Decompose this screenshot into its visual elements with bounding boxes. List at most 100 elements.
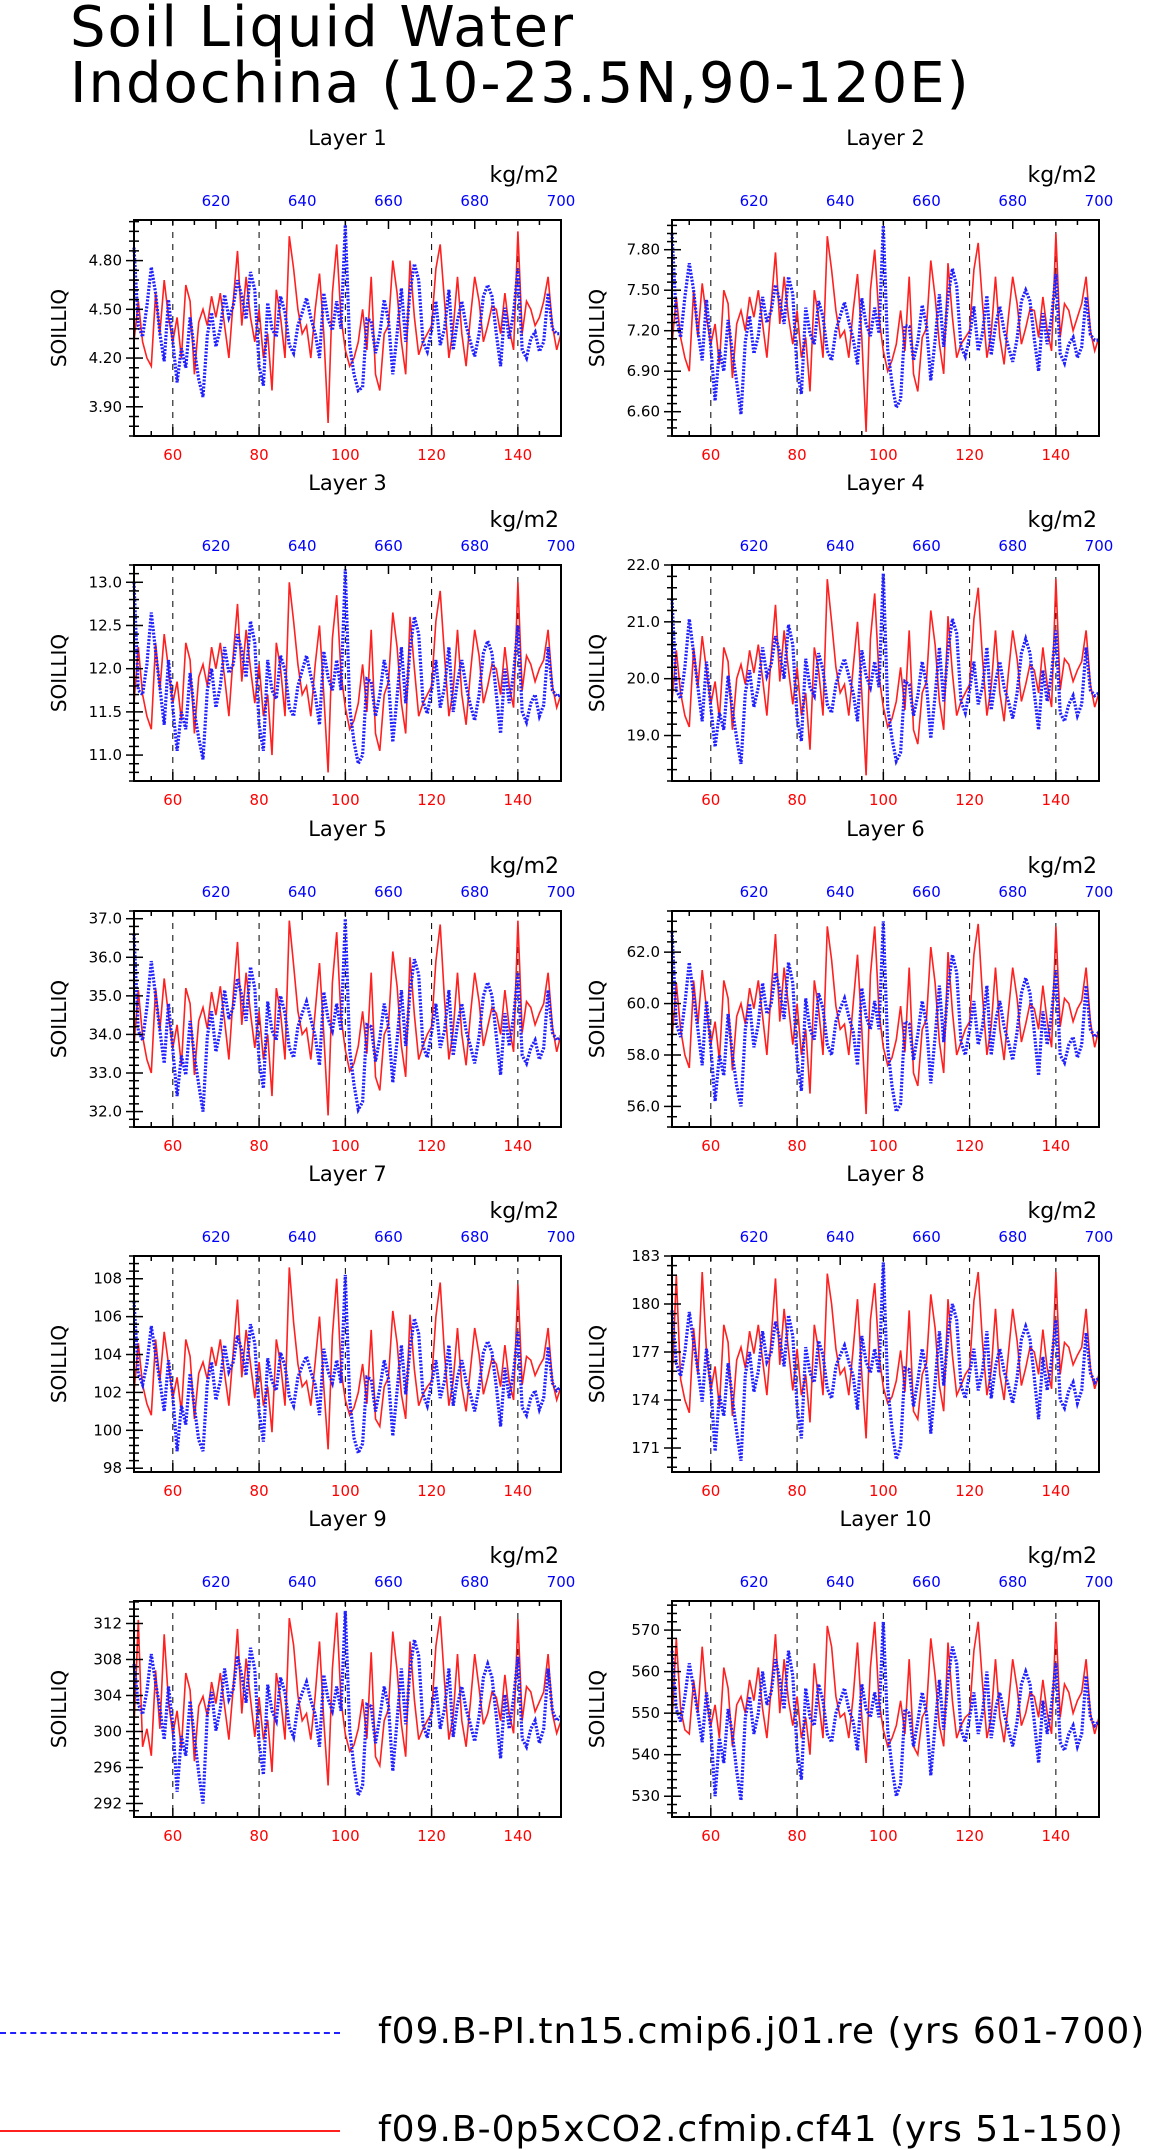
series-line-a [670, 573, 1100, 767]
x-tick-label: 140 [504, 446, 533, 464]
y-tick-label: 58.0 [627, 1046, 660, 1064]
x-tick-label: 120 [417, 1827, 446, 1845]
y-tick-label: 183 [631, 1247, 660, 1265]
top-axis-unit: kg/m2 [489, 508, 559, 533]
y-tick-label: 100 [93, 1421, 122, 1439]
series-line-b [133, 920, 562, 1116]
y-tick-label: 13.0 [89, 573, 122, 591]
panel-title: Layer 8 [846, 1162, 925, 1186]
y-tick-label: 550 [631, 1704, 660, 1722]
x-tick-label: 60 [701, 1482, 720, 1500]
y-tick-label: 4.20 [89, 349, 122, 367]
series-line-a [670, 1262, 1101, 1462]
top-axis-unit: kg/m2 [489, 854, 559, 879]
chart-panels: Layer 1 kg/m2 SOILLIQ 60 80 100 120 140 620 640 66… [47, 126, 1114, 1845]
y-tick-label: 102 [93, 1383, 122, 1401]
plot-frame [671, 1255, 1100, 1473]
y-tick-label: 56.0 [627, 1097, 660, 1115]
plot-frame [671, 219, 1100, 437]
top-x-tick-label: 620 [740, 1228, 769, 1246]
x-tick-label: 80 [788, 1137, 807, 1155]
y-tick-label: 174 [631, 1391, 660, 1409]
panel-title: Layer 1 [308, 126, 387, 150]
series-line-b [133, 1612, 562, 1786]
y-tick-label: 11.0 [89, 746, 122, 764]
top-x-tick-label: 620 [740, 192, 769, 210]
y-tick-label: 60.0 [627, 995, 660, 1013]
x-tick-label: 120 [417, 1137, 446, 1155]
top-x-tick-label: 660 [374, 1573, 403, 1591]
y-tick-label: 530 [631, 1787, 660, 1805]
y-tick-label: 3.90 [89, 398, 122, 416]
panel-title: Layer 6 [846, 817, 925, 841]
x-tick-label: 120 [955, 1137, 984, 1155]
legend: f09.B-PI.tn15.cmip6.j01.re (yrs 601-700)… [0, 1980, 1155, 2150]
figure-title: Soil Liquid Water Indochina (10-23.5N,90… [70, 0, 971, 112]
y-tick-label: 540 [631, 1746, 660, 1764]
y-tick-label: 32.0 [89, 1103, 122, 1121]
top-x-tick-label: 620 [740, 883, 769, 901]
top-x-tick-label: 680 [460, 192, 489, 210]
top-x-tick-label: 640 [288, 883, 317, 901]
top-x-tick-label: 620 [202, 883, 231, 901]
plot-frame [671, 564, 1100, 782]
plot-frame [133, 1600, 562, 1818]
top-x-tick-label: 640 [288, 192, 317, 210]
x-tick-label: 60 [163, 446, 182, 464]
y-tick-label: 36.0 [89, 948, 122, 966]
y-tick-label: 6.90 [627, 362, 660, 380]
x-tick-label: 60 [163, 1137, 182, 1155]
series-line-b [671, 923, 1100, 1115]
series-line-b [133, 231, 562, 424]
panel-6: Layer 6 kg/m2 SOILLIQ 60 80 100 120 140 620 640 66… [585, 817, 1113, 1155]
top-x-tick-label: 660 [374, 883, 403, 901]
x-tick-label: 140 [504, 1137, 533, 1155]
x-tick-label: 120 [417, 1482, 446, 1500]
y-tick-label: 171 [631, 1439, 660, 1457]
x-tick-label: 120 [417, 446, 446, 464]
top-x-tick-label: 620 [202, 537, 231, 555]
top-x-tick-label: 640 [826, 1573, 855, 1591]
top-x-tick-label: 700 [1085, 1573, 1114, 1591]
x-tick-label: 80 [250, 1482, 269, 1500]
x-tick-label: 100 [331, 1482, 360, 1500]
top-x-tick-label: 640 [288, 1228, 317, 1246]
y-tick-label: 7.20 [627, 322, 660, 340]
y-tick-label: 33.0 [89, 1064, 122, 1082]
series-line-a [670, 1621, 1101, 1801]
x-tick-label: 140 [1042, 446, 1071, 464]
y-axis-label: SOILLIQ [47, 1670, 71, 1748]
top-x-tick-label: 680 [998, 1573, 1027, 1591]
y-tick-label: 570 [631, 1621, 660, 1639]
x-tick-label: 60 [163, 1482, 182, 1500]
x-tick-label: 60 [701, 1827, 720, 1845]
top-x-tick-label: 700 [547, 192, 576, 210]
top-x-tick-label: 640 [826, 1228, 855, 1246]
legend-label-series-a: f09.B-PI.tn15.cmip6.j01.re (yrs 601-700) [378, 2011, 1146, 2052]
y-tick-label: 304 [93, 1687, 122, 1705]
x-tick-label: 140 [1042, 1827, 1071, 1845]
y-axis-label: SOILLIQ [47, 634, 71, 712]
x-tick-label: 80 [250, 1137, 269, 1155]
y-tick-label: 7.50 [627, 281, 660, 299]
panel-2: Layer 2 kg/m2 SOILLIQ 60 80 100 120 140 620 640 66… [585, 126, 1113, 464]
top-axis-unit: kg/m2 [1027, 1544, 1097, 1569]
y-tick-label: 180 [631, 1295, 660, 1313]
legend-label-series-b: f09.B-0p5xCO2.cfmip.cf41 (yrs 51-150) [378, 2109, 1124, 2150]
series-line-a [132, 569, 562, 769]
top-x-tick-label: 680 [998, 883, 1027, 901]
x-tick-label: 60 [163, 1827, 182, 1845]
top-axis-unit: kg/m2 [1027, 1199, 1097, 1224]
top-x-tick-label: 620 [202, 192, 231, 210]
series-line-a [132, 918, 563, 1115]
panel-3: Layer 3 kg/m2 SOILLIQ 60 80 100 120 140 620 640 66… [47, 471, 575, 809]
top-x-tick-label: 620 [740, 537, 769, 555]
series-line-a [132, 1274, 563, 1458]
y-tick-label: 19.0 [627, 727, 660, 745]
top-axis-unit: kg/m2 [1027, 163, 1097, 188]
x-tick-label: 140 [1042, 1137, 1071, 1155]
x-tick-label: 140 [1042, 791, 1071, 809]
top-x-tick-label: 620 [740, 1573, 769, 1591]
top-x-tick-label: 660 [912, 537, 941, 555]
panel-title: Layer 4 [846, 471, 925, 495]
